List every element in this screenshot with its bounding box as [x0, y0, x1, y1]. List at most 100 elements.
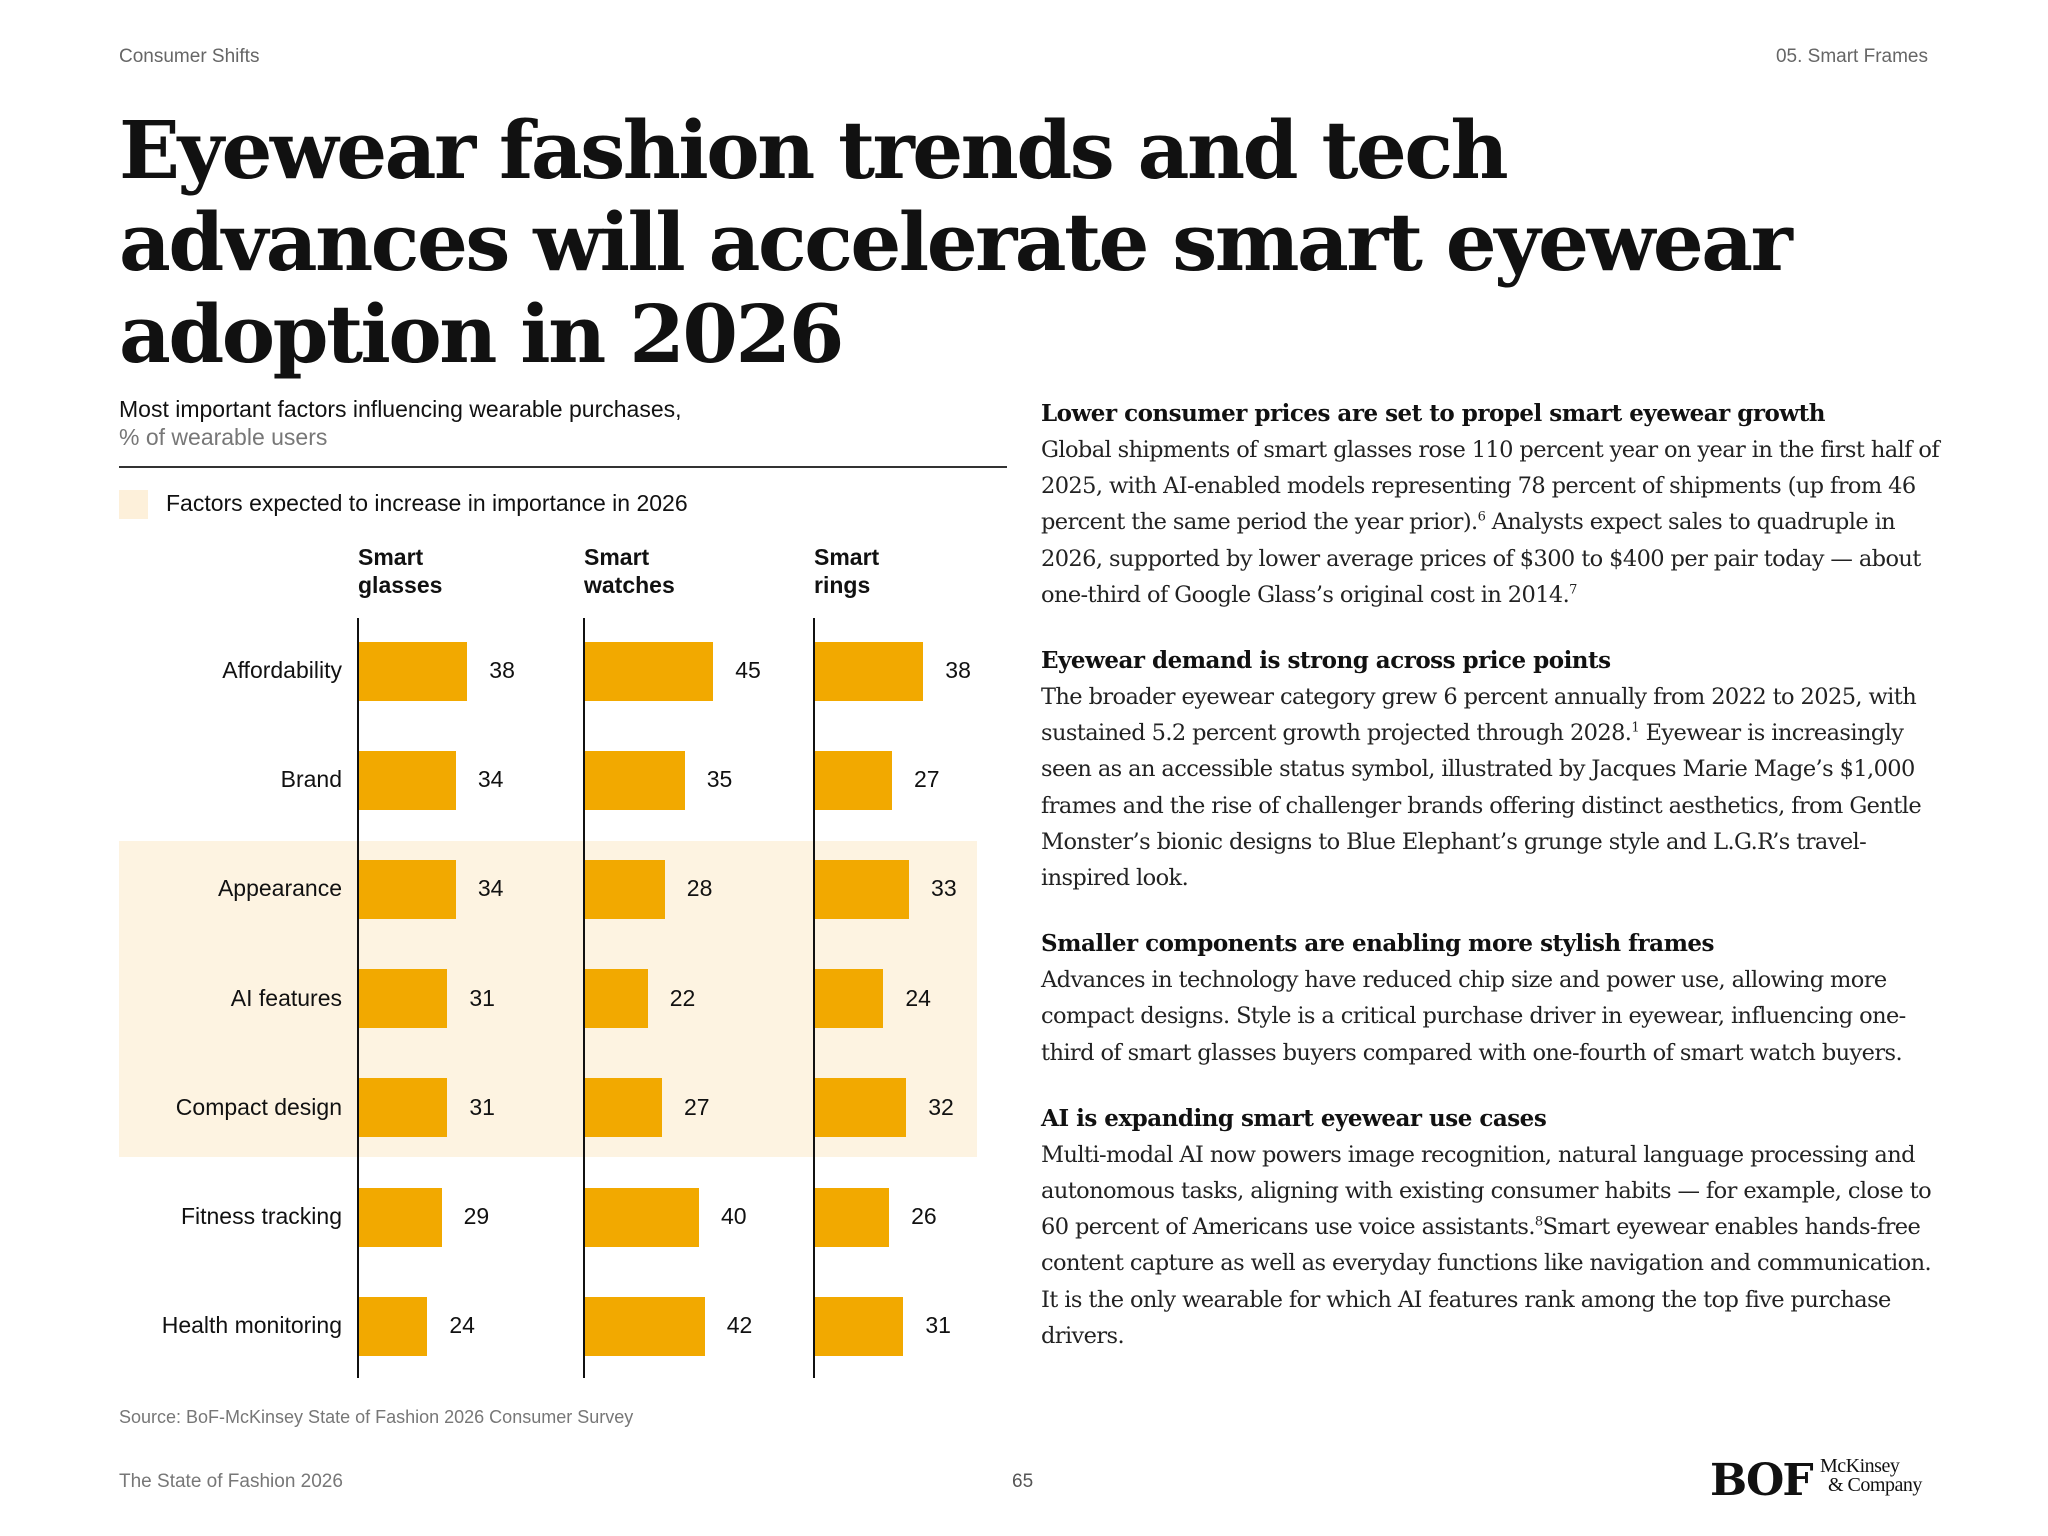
- series-header-line: Smart: [584, 544, 650, 570]
- category-label: Fitness tracking: [180, 1203, 342, 1229]
- series-header-line: Smart: [358, 544, 424, 570]
- bar: [815, 1296, 904, 1356]
- data-label: 24: [905, 984, 931, 1011]
- bar: [359, 969, 448, 1029]
- body-text: Global shipments of smart glasses rose 1…: [1041, 437, 1940, 536]
- section-heading: Lower consumer prices are set to propel …: [1041, 400, 1826, 427]
- series-header: Smart glasses: [358, 543, 442, 599]
- category-label: AI features: [230, 984, 342, 1011]
- category-label: Affordability: [222, 657, 342, 683]
- data-label: 45: [735, 657, 761, 683]
- series-header-line: Smart: [814, 544, 880, 570]
- bar: [359, 859, 456, 919]
- chart-title: Most important factors influencing weara…: [119, 395, 682, 451]
- series-header-line: rings: [814, 572, 871, 598]
- bar: [815, 750, 892, 810]
- data-label: 34: [477, 766, 504, 793]
- category-label: Appearance: [217, 875, 342, 902]
- bar: [359, 641, 468, 701]
- article-section: Eyewear demand is strong across price po…: [1041, 643, 1941, 896]
- article-section: Smaller components are enabling more sty…: [1041, 926, 1941, 1071]
- section-body: Multi-modal AI now powers image recognit…: [1041, 1137, 1941, 1354]
- axis-line: [357, 618, 359, 1378]
- bar: [585, 1078, 662, 1138]
- page-number: 65: [1012, 1471, 1034, 1492]
- data-label: 38: [945, 657, 971, 683]
- axis-line: [583, 618, 585, 1378]
- mckinsey-logo: McKinsey & Company: [1820, 1455, 1922, 1496]
- publication-name: The State of Fashion 2026: [119, 1471, 343, 1492]
- source-note: Source: BoF-McKinsey State of Fashion 20…: [119, 1407, 634, 1427]
- bar: [585, 1187, 699, 1247]
- bar: [585, 750, 685, 810]
- legend-swatch: [119, 490, 148, 519]
- data-label: 29: [463, 1203, 490, 1229]
- data-label: 33: [931, 875, 957, 902]
- body-text: Smart eyewear enables hands-free content…: [1041, 1214, 1932, 1349]
- body-text: Analysts expect sales to quadruple in 20…: [1041, 509, 1921, 608]
- series-header: Smart watches: [584, 543, 675, 599]
- chapter-label: 05. Smart Frames: [1775, 46, 1928, 67]
- series-header-line: glasses: [358, 572, 443, 598]
- section-heading: Eyewear demand is strong across price po…: [1041, 647, 1611, 675]
- page-title: Eyewear fashion trends and tech advances…: [119, 103, 1793, 381]
- body-text: Multi-modal AI now powers image recognit…: [1041, 1141, 1932, 1241]
- category-label: Brand: [280, 766, 342, 793]
- data-label: 27: [683, 1093, 710, 1120]
- data-label: 42: [726, 1312, 753, 1339]
- data-label: 28: [686, 875, 713, 902]
- bar: [585, 859, 665, 919]
- body-text: The broader eyewear category grew 6 perc…: [1041, 684, 1917, 747]
- bar: [815, 969, 884, 1029]
- section-body: The broader eyewear category grew 6 perc…: [1041, 679, 1941, 896]
- bar: [815, 1187, 890, 1247]
- section-heading: AI is expanding smart eyewear use cases: [1041, 1104, 1547, 1132]
- footnote-marker: 1: [1631, 720, 1640, 736]
- article-column: Lower consumer prices are set to propel …: [1041, 396, 1941, 1354]
- category-label: Health monitoring: [161, 1312, 342, 1339]
- data-label: 40: [721, 1203, 747, 1229]
- body-text: Eyewear is increasingly seen as an acces…: [1041, 720, 1922, 892]
- bar: [359, 1078, 448, 1138]
- body-text: Advances in technology have reduced chip…: [1041, 967, 1906, 1066]
- mckinsey-logo-line2: & Company: [1828, 1474, 1922, 1496]
- data-label: 32: [928, 1093, 954, 1120]
- bar: [359, 1296, 428, 1356]
- bar: [359, 750, 456, 810]
- article-section: Lower consumer prices are set to propel …: [1041, 396, 1941, 613]
- chart-title-text: Most important factors influencing weara…: [119, 396, 682, 422]
- category-label: Compact design: [175, 1093, 342, 1120]
- bar: [585, 1296, 705, 1356]
- bar: [815, 1078, 907, 1138]
- footnote-marker: 6: [1477, 509, 1486, 525]
- article-section: AI is expanding smart eyewear use cases M…: [1041, 1101, 1941, 1354]
- legend-label: Factors expected to increase in importan…: [166, 490, 688, 516]
- series-header-line: watches: [584, 572, 675, 598]
- footnote-marker: 8: [1534, 1214, 1543, 1230]
- bar: [815, 641, 924, 701]
- data-label: 24: [449, 1312, 475, 1339]
- section-body: Global shipments of smart glasses rose 1…: [1041, 432, 1941, 613]
- data-label: 31: [469, 984, 495, 1011]
- data-label: 35: [706, 766, 733, 793]
- bar: [815, 859, 910, 919]
- divider: [119, 466, 1007, 468]
- section-body: Advances in technology have reduced chip…: [1041, 962, 1941, 1071]
- axis-line: [813, 618, 815, 1378]
- series-header: Smart rings: [814, 543, 879, 599]
- bar: [585, 641, 714, 701]
- mckinsey-logo-line1: McKinsey: [1820, 1455, 1900, 1477]
- data-label: 22: [669, 984, 696, 1011]
- section-label: Consumer Shifts: [119, 46, 260, 67]
- data-label: 34: [477, 875, 504, 902]
- section-heading: Smaller components are enabling more sty…: [1041, 930, 1715, 958]
- data-label: 26: [911, 1203, 937, 1229]
- data-label: 31: [469, 1093, 495, 1120]
- bar: [585, 969, 648, 1029]
- data-label: 38: [489, 657, 515, 683]
- bof-logo: BOF: [1710, 1455, 1814, 1506]
- bar: [359, 1187, 442, 1247]
- data-label: 31: [925, 1312, 951, 1339]
- chart-unit: % of wearable users: [119, 424, 328, 450]
- footnote-marker: 7: [1569, 582, 1577, 598]
